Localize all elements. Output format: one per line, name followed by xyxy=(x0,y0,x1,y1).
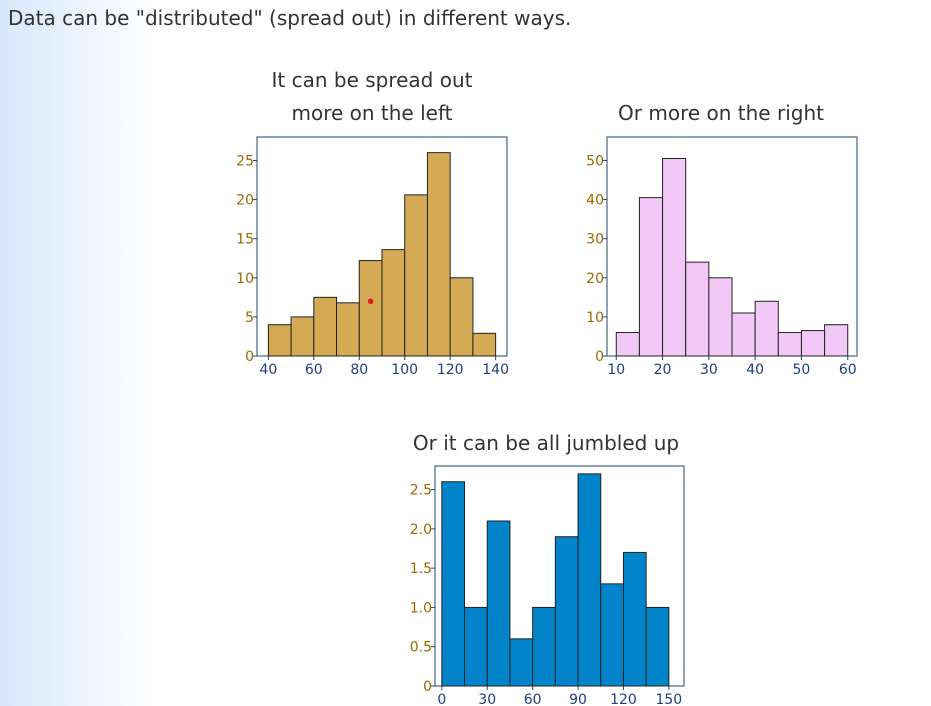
histogram-bar xyxy=(267,324,292,357)
y-tick-label: 0.5 xyxy=(410,640,432,656)
y-tick-label: 50 xyxy=(586,153,604,169)
x-tick-label: 60 xyxy=(839,362,857,378)
y-tick-label: 0 xyxy=(423,679,432,695)
x-tick-label: 10 xyxy=(607,362,625,378)
chart-title-left-skew: It can be spread out more on the left xyxy=(222,64,522,130)
histogram-bar xyxy=(290,316,315,357)
histogram-bar xyxy=(777,332,802,357)
intro-text: Data can be "distributed" (spread out) i… xyxy=(8,6,572,30)
histogram-bar xyxy=(622,551,647,687)
histogram-bar xyxy=(509,638,534,687)
y-tick-label: 2.0 xyxy=(410,522,432,538)
data-point-marker xyxy=(367,298,374,305)
histogram-bar xyxy=(472,332,497,357)
histogram-bar xyxy=(486,520,511,687)
x-tick-label: 80 xyxy=(350,362,368,378)
x-tick-label: 30 xyxy=(700,362,718,378)
histogram-bar xyxy=(662,158,687,357)
histogram-bar xyxy=(358,260,383,357)
y-tick-label: 0 xyxy=(245,349,254,365)
histogram-bar xyxy=(577,473,602,687)
y-tick-label: 5 xyxy=(245,310,254,326)
y-tick-label: 1.5 xyxy=(410,561,432,577)
x-tick-label: 40 xyxy=(746,362,764,378)
histogram-bar xyxy=(824,324,849,357)
histogram-bar xyxy=(532,606,556,687)
x-tick-label: 140 xyxy=(482,362,509,378)
histogram-bar xyxy=(615,332,640,357)
histogram-bar xyxy=(464,606,488,687)
chart-title-line: more on the left xyxy=(291,101,453,125)
y-tick-label: 15 xyxy=(236,232,254,248)
y-tick-label: 10 xyxy=(236,271,254,287)
histogram-bar xyxy=(426,152,451,357)
x-tick-label: 150 xyxy=(655,692,682,706)
histogram-bar xyxy=(685,261,710,357)
x-tick-label: 120 xyxy=(437,362,464,378)
histogram-bar xyxy=(404,194,428,357)
histogram-bar xyxy=(800,330,826,357)
y-tick-label: 20 xyxy=(236,193,254,209)
x-tick-label: 0 xyxy=(437,692,446,706)
y-tick-label: 30 xyxy=(586,232,604,248)
histogram-bar xyxy=(381,249,406,357)
histogram-bar xyxy=(754,300,779,357)
histogram-bar xyxy=(313,296,338,357)
x-tick-label: 90 xyxy=(569,692,587,706)
histogram-bar xyxy=(638,197,664,357)
y-tick-label: 1.0 xyxy=(410,600,432,616)
histogram-bar xyxy=(600,583,624,687)
y-tick-label: 2.5 xyxy=(410,483,432,499)
chart-title-right-skew: Or more on the right xyxy=(571,97,871,130)
y-tick-label: 10 xyxy=(586,310,604,326)
chart-title-line: It can be spread out xyxy=(271,68,473,92)
y-tick-label: 20 xyxy=(586,271,604,287)
histogram-bar xyxy=(441,481,466,687)
histogram-bar xyxy=(554,536,579,687)
y-tick-label: 25 xyxy=(236,153,254,169)
chart-title-line: Or more on the right xyxy=(618,101,824,125)
histogram-bar xyxy=(645,606,670,687)
x-tick-label: 20 xyxy=(654,362,672,378)
histogram-bar xyxy=(336,302,360,357)
x-tick-label: 60 xyxy=(524,692,542,706)
x-tick-label: 40 xyxy=(259,362,277,378)
y-tick-label: 0 xyxy=(595,349,604,365)
y-tick-label: 40 xyxy=(586,193,604,209)
x-tick-label: 100 xyxy=(391,362,418,378)
histogram-bar xyxy=(731,312,756,357)
x-tick-label: 120 xyxy=(610,692,637,706)
chart-title-jumbled: Or it can be all jumbled up xyxy=(396,427,696,460)
x-tick-label: 60 xyxy=(305,362,323,378)
histogram-bar xyxy=(449,277,474,357)
x-tick-label: 30 xyxy=(478,692,496,706)
histogram-bar xyxy=(708,277,733,357)
chart-title-line: Or it can be all jumbled up xyxy=(412,431,680,455)
x-tick-label: 50 xyxy=(793,362,811,378)
